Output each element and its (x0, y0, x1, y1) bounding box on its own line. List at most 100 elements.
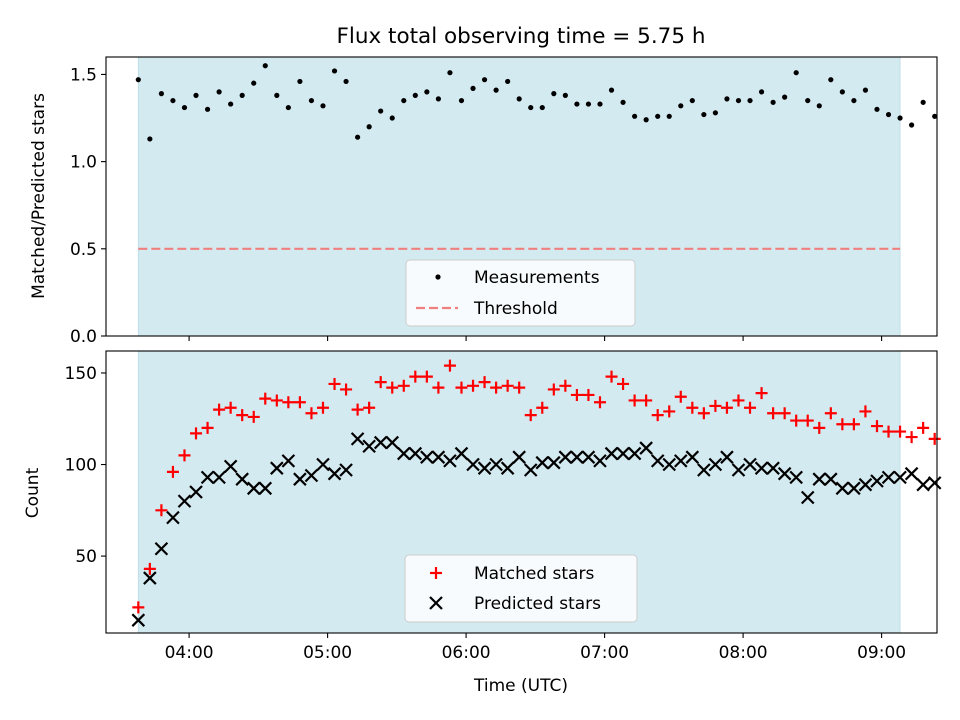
predicted-star-point (293, 472, 307, 486)
y-tick-label: 1.5 (70, 65, 97, 85)
measurement-point (447, 70, 453, 76)
measurement-point (782, 94, 788, 100)
predicted-star-point (650, 454, 665, 468)
x-tick-label: 06:00 (442, 643, 491, 663)
matched-star-point (420, 370, 433, 383)
matched-star-point (836, 418, 849, 431)
predicted-star-point (177, 494, 192, 508)
measurement-point (493, 87, 499, 93)
matched-star-point (132, 601, 145, 614)
predicted-star-point (593, 454, 607, 468)
measurement-point (597, 101, 603, 107)
measurement-point (308, 97, 315, 104)
matched-star-point (455, 381, 468, 394)
matched-star-point (651, 409, 664, 422)
predicted-star-point (362, 439, 376, 453)
measurement-point (862, 87, 869, 93)
measurement-point (424, 89, 430, 95)
measurement-point (470, 85, 476, 91)
predicted-star-point (500, 461, 515, 475)
measurement-point (897, 115, 903, 121)
predicted-star-point (673, 454, 688, 468)
measurement-point (516, 96, 522, 102)
predicted-star-point (870, 474, 884, 488)
matched-star-point (247, 410, 260, 423)
count-y-ticks: 50 100 150 (65, 364, 106, 567)
predicted-star-point (812, 472, 827, 486)
predicted-star-points (131, 432, 942, 627)
predicted-legend-marker (429, 596, 443, 610)
x-tick-label: 07:00 (580, 643, 629, 663)
predicted-star-point (154, 541, 169, 556)
measurement-point (505, 78, 511, 85)
ratio-y-ticks: 0.0 0.5 1.0 1.5 (70, 65, 106, 347)
measurement-point (666, 113, 672, 119)
matched-star-point (513, 381, 526, 394)
predicted-star-point (131, 613, 146, 627)
predicted-star-point (916, 477, 930, 492)
matched-star-point (397, 379, 410, 392)
measurement-point (435, 96, 441, 102)
matched-star-point (674, 390, 687, 403)
predicted-star-point (777, 466, 792, 481)
measurement-point (828, 77, 834, 83)
matched-star-point (478, 376, 491, 389)
predicted-star-point (270, 461, 284, 475)
predicted-star-point (743, 457, 757, 472)
measurements-legend-marker (435, 274, 441, 280)
matched-star-point (524, 409, 537, 422)
matched-star-point (547, 383, 560, 396)
measurement-point (251, 80, 257, 86)
measurement-point (539, 104, 545, 111)
matched-star-point (801, 414, 814, 427)
measurement-point (585, 101, 592, 107)
predicted-star-point (754, 461, 769, 475)
ratio-panel: 0.0 0.5 1.0 1.5 Matched/Predicted stars Mea… (29, 56, 938, 347)
predicted-star-point (512, 450, 526, 464)
matched-star-point (351, 403, 364, 416)
measurement-point (170, 97, 176, 104)
predicted-star-point (281, 454, 296, 468)
matched-star-point (363, 401, 376, 414)
matched-star-point (582, 388, 595, 401)
predicted-star-point (904, 466, 919, 481)
predicted-star-point (350, 432, 365, 446)
predicted-star-point (720, 450, 734, 464)
predicted-star-point (454, 446, 469, 461)
count-plot-frame (105, 350, 938, 634)
measurement-point (204, 106, 211, 112)
matched-star-point (190, 427, 203, 440)
predicted-star-point (143, 571, 157, 585)
predicted-star-point (697, 463, 711, 477)
matched-star-point (316, 401, 329, 414)
measurement-point (355, 134, 361, 140)
matched-star-point (663, 405, 676, 418)
measurement-point (366, 124, 372, 130)
predicted-star-point (339, 463, 353, 477)
measurement-point (412, 92, 418, 98)
matched-star-point (767, 407, 780, 420)
measurement-point (643, 117, 649, 123)
measurement-point (620, 99, 626, 105)
predicted-star-point (466, 457, 480, 472)
matched-star-point (824, 407, 837, 420)
ratio-legend: Measurements Threshold (405, 259, 636, 327)
count-x-ticks: 04:00 05:00 06:00 07:00 08:00 09:00 (165, 633, 906, 663)
matched-star-point (443, 359, 456, 372)
ratio-x-ticks (188, 336, 883, 341)
measurement-point (758, 89, 765, 95)
matched-star-point (917, 421, 930, 434)
predicted-star-point (800, 490, 815, 505)
matched-star-point (201, 421, 214, 434)
measurement-point (193, 92, 199, 98)
count-legend: Matched stars Predicted stars (404, 554, 638, 623)
measurement-point (239, 92, 245, 98)
measurement-point (389, 115, 395, 121)
measurement-point (678, 103, 684, 109)
ratio-plot-frame (105, 56, 938, 337)
predicted-star-point (212, 470, 226, 485)
predicted-star-point (373, 435, 388, 450)
measurement-point (770, 99, 776, 105)
measurements-legend-label: Measurements (474, 268, 600, 288)
matched-star-point (870, 420, 883, 433)
